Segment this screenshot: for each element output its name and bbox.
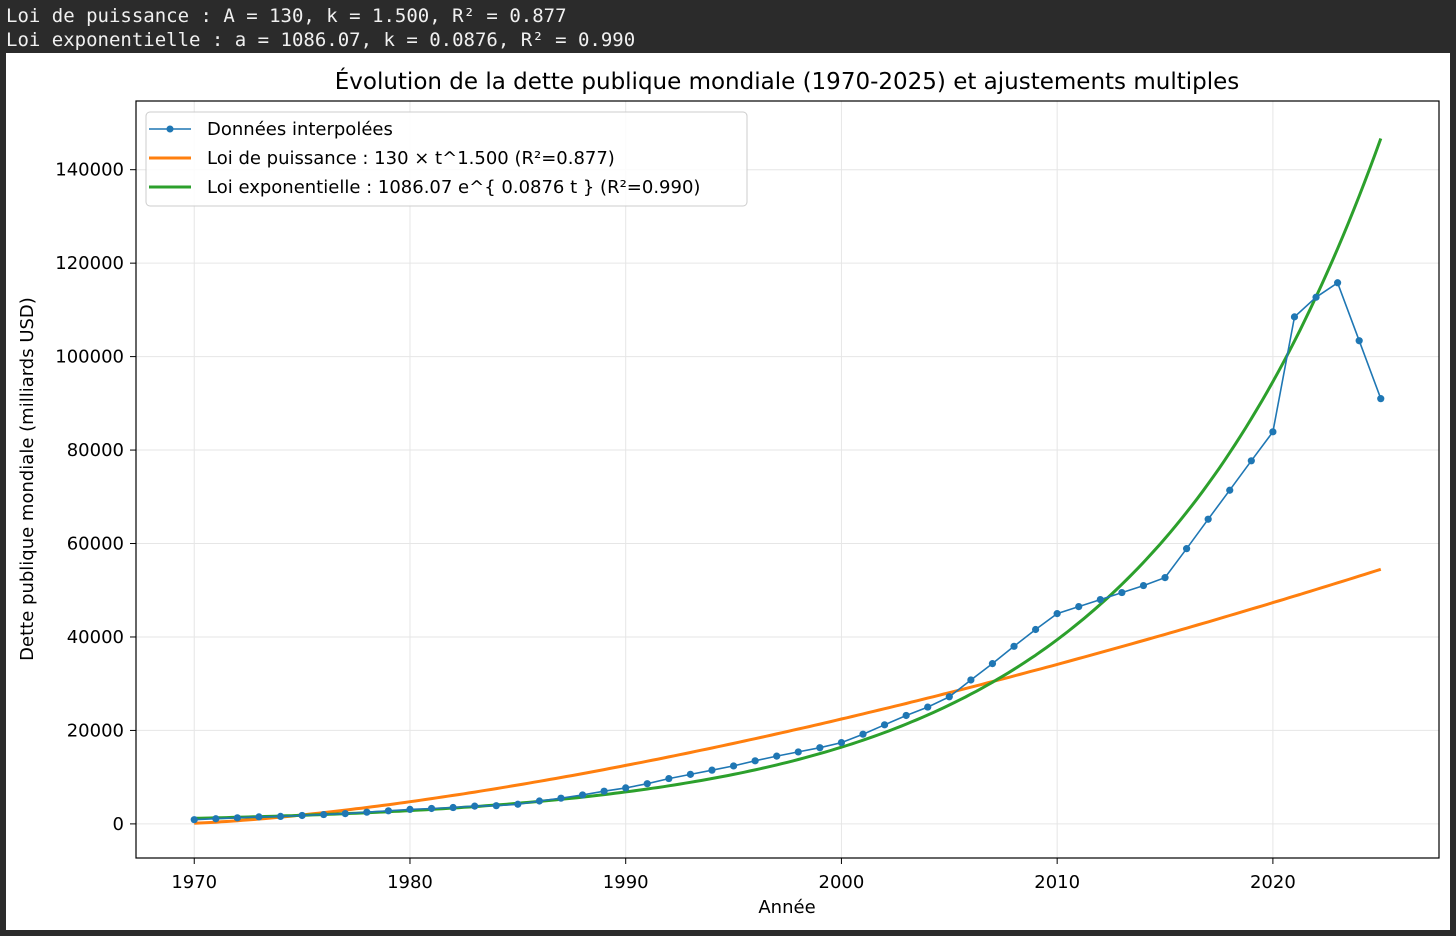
data-point (1118, 588, 1126, 597)
y-tick-label: 120000 (55, 253, 124, 274)
legend: Données interpolées Loi de puissance : 1… (145, 111, 748, 207)
data-point (276, 812, 285, 821)
y-tick-label: 60000 (67, 534, 124, 555)
exponential-fit-line (194, 137, 1383, 820)
data-point (557, 794, 565, 802)
data-point (535, 797, 544, 805)
data-point (665, 774, 673, 783)
data-point (212, 815, 220, 823)
data-point (298, 811, 306, 820)
data-point (880, 721, 889, 729)
data-point (1290, 313, 1299, 321)
x-tick-label: 2010 (1034, 872, 1080, 893)
data-point (384, 807, 393, 815)
data-point (1096, 595, 1104, 604)
data-point (600, 787, 608, 795)
y-axis-label: Dette publique mondiale (milliards USD) (17, 297, 38, 661)
y-tick-label: 40000 (67, 627, 124, 648)
plot-area-frame (135, 100, 1440, 859)
data-point (1312, 293, 1320, 301)
data-point (686, 770, 695, 778)
legend-marker-data (166, 125, 174, 133)
x-tick-label: 1970 (171, 872, 217, 893)
data-point (514, 800, 522, 808)
data-point (449, 803, 457, 812)
data-point (578, 791, 587, 799)
legend-box (145, 111, 748, 207)
data-point (233, 814, 241, 822)
data-point (708, 766, 716, 774)
grid-lines (136, 101, 1439, 858)
chart-title: Évolution de la dette publique mondiale … (335, 67, 1240, 95)
data-point (1053, 610, 1061, 618)
data-point (1269, 428, 1277, 436)
data-point (837, 738, 846, 747)
data-point (1226, 486, 1234, 494)
data-point (729, 762, 738, 770)
console-line-power: Loi de puissance : A = 130, k = 1.500, R… (6, 5, 567, 27)
axis-ticks: 1970 1980 1990 2000 2010 2020 0 20000 40000 60000… (55, 160, 1296, 893)
data-point (1075, 603, 1083, 611)
data-point (773, 752, 781, 760)
data-point (1247, 457, 1255, 465)
data-point (320, 810, 328, 819)
data-point (859, 730, 867, 738)
data-point (1161, 574, 1169, 582)
data-point (341, 810, 349, 818)
chart-svg: Évolution de la dette publique mondiale … (17, 67, 1440, 918)
data-point (427, 804, 436, 813)
data-point (924, 703, 932, 711)
data-point (492, 802, 500, 810)
data-point (622, 784, 630, 792)
legend-label-data: Données interpolées (207, 119, 393, 140)
data-point (1334, 279, 1342, 287)
data-point (190, 816, 198, 824)
data-series-line (194, 281, 1382, 821)
legend-label-power: Loi de puissance : 130 × t^1.500 (R²=0.8… (207, 148, 615, 169)
data-point (751, 757, 759, 765)
data-point (406, 805, 414, 814)
x-axis-label: Année (758, 897, 815, 918)
y-tick-label: 100000 (55, 347, 124, 368)
x-tick-label: 2020 (1250, 872, 1296, 893)
y-tick-label: 140000 (55, 160, 124, 181)
x-tick-label: 1990 (603, 872, 649, 893)
data-point (794, 748, 802, 756)
y-tick-label: 80000 (67, 440, 124, 461)
data-point (471, 802, 479, 810)
y-tick-label: 20000 (67, 720, 124, 741)
data-point (945, 693, 953, 701)
data-point (1139, 581, 1148, 590)
data-point (1377, 395, 1385, 403)
data-point (1355, 337, 1363, 345)
chart-figure: Évolution de la dette publique mondiale … (6, 53, 1450, 930)
x-tick-label: 2000 (819, 872, 865, 893)
power-fit-line (194, 567, 1382, 825)
data-point (643, 780, 651, 788)
data-point (363, 808, 371, 816)
console-output: Loi de puissance : A = 130, k = 1.500, R… (0, 0, 1456, 53)
data-point (816, 744, 824, 752)
data-point (255, 813, 263, 821)
data-point (988, 660, 997, 668)
y-tick-label: 0 (113, 814, 124, 835)
data-point (1031, 625, 1040, 634)
data-point (1182, 545, 1191, 553)
data-point (902, 711, 910, 720)
series-layer (190, 137, 1385, 825)
data-point (967, 676, 975, 684)
legend-label-exponential: Loi exponentielle : 1086.07 e^{ 0.0876 t… (207, 177, 700, 198)
x-tick-label: 1980 (387, 872, 433, 893)
console-line-exponential: Loi exponentielle : a = 1086.07, k = 0.0… (6, 29, 636, 51)
data-point (1204, 515, 1212, 523)
data-point (1010, 642, 1018, 650)
